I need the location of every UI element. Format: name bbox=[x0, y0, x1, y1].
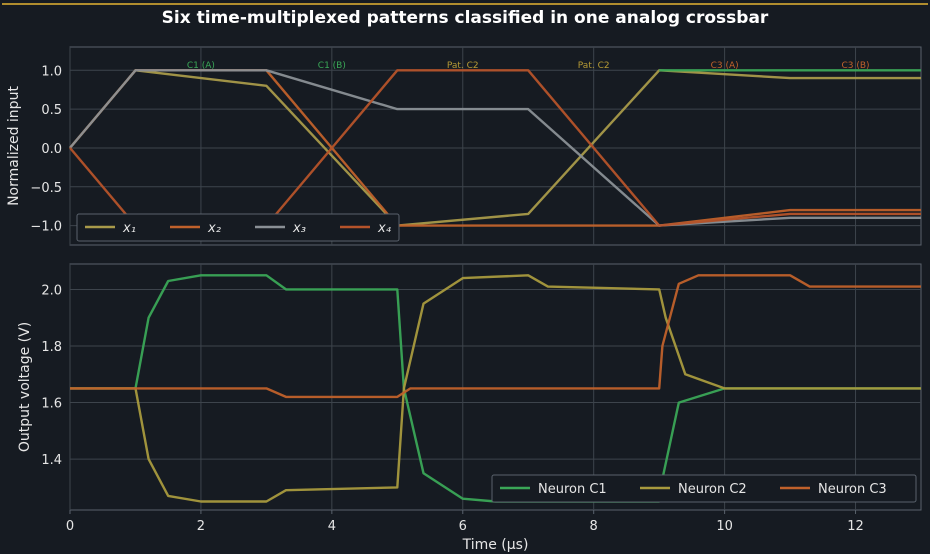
x-tick-label: 10 bbox=[716, 519, 733, 534]
x-tick-label: 2 bbox=[197, 519, 205, 534]
legend-label: Neuron C3 bbox=[818, 482, 887, 497]
y-tick-label: 0.5 bbox=[41, 103, 62, 118]
x-tick-label: 8 bbox=[590, 519, 598, 534]
panel-2: 1.4 1.6 1.8 2.0 Output voltage (V) Neuron C1 N… bbox=[17, 263, 922, 553]
chart-title: Six time-multiplexed patterns classified… bbox=[161, 8, 769, 28]
segment-label: C3 (B) bbox=[841, 61, 869, 71]
y-axis-label: Output voltage (V) bbox=[17, 322, 33, 452]
x-tick-label: 6 bbox=[459, 519, 467, 534]
series-line-neuron-c2 bbox=[70, 274, 921, 503]
segment-label: C1 (A) bbox=[187, 61, 215, 71]
y-tick-label: −0.5 bbox=[30, 181, 62, 196]
y-tick-label: 1.0 bbox=[41, 64, 62, 79]
x-tick-label: 4 bbox=[328, 519, 336, 534]
top-rule bbox=[2, 3, 928, 5]
legend-label: x₂ bbox=[207, 221, 221, 236]
y-tick-label: 1.6 bbox=[41, 397, 62, 412]
x-tick-label: 12 bbox=[847, 519, 864, 534]
y-tick-label: 0.0 bbox=[41, 142, 62, 157]
y-tick-label: −1.0 bbox=[30, 220, 62, 235]
segment-label: Pat. C2 bbox=[447, 61, 479, 71]
legend-box bbox=[491, 474, 917, 503]
segment-label: Pat. C2 bbox=[578, 61, 610, 71]
segment-label: C1 (B) bbox=[318, 61, 346, 71]
panel-1: −1.0 −0.5 0.0 0.5 1.0 Normalized input C1 (A) C… bbox=[6, 46, 922, 246]
y-tick-label: 1.8 bbox=[41, 340, 62, 355]
legend-box bbox=[76, 213, 400, 242]
legend-label: Neuron C1 bbox=[538, 482, 607, 497]
legend-label: Neuron C2 bbox=[678, 482, 747, 497]
x-tick-label: 0 bbox=[66, 519, 74, 534]
legend-label: x₃ bbox=[292, 221, 306, 236]
y-tick-label: 1.4 bbox=[41, 453, 62, 468]
y-axis-label: Normalized input bbox=[6, 86, 22, 206]
segment-label: C3 (A) bbox=[711, 61, 739, 71]
legend-label: x₄ bbox=[377, 221, 392, 236]
series-line-neuron-c3 bbox=[70, 274, 921, 399]
series-line-x₁ bbox=[69, 69, 921, 227]
y-tick-label: 2.0 bbox=[41, 283, 62, 298]
series-line-x₃ bbox=[69, 69, 921, 227]
legend-label: x₁ bbox=[122, 221, 136, 236]
x-axis-label: Time (μs) bbox=[462, 537, 529, 553]
panel-frame bbox=[69, 263, 922, 511]
